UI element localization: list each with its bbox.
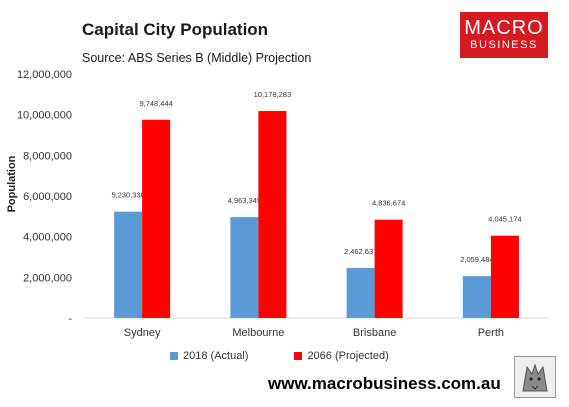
logo-line-macro: MACRO [464, 17, 544, 39]
legend-label-2066: 2066 (Projected) [307, 350, 389, 362]
y-tick-label: 2,000,000 [23, 272, 72, 284]
y-tick-label: 8,000,000 [23, 150, 72, 162]
data-label-2018: 2,462,637 [344, 247, 377, 256]
bar-2066 [142, 119, 171, 318]
bar-2018 [346, 267, 375, 318]
y-tick-label: 6,000,000 [23, 191, 72, 203]
bar-2018 [114, 211, 143, 318]
wolf-logo-icon [514, 356, 556, 398]
y-tick-label: 12,000,000 [17, 69, 72, 81]
x-tick-label: Sydney [124, 327, 161, 339]
x-tick-label: Perth [478, 327, 504, 339]
bar-2018 [230, 217, 259, 318]
data-label-2018: 4,963,349 [228, 196, 261, 205]
legend-item-2066: 2066 (Projected) [294, 350, 389, 362]
data-label-2066: 4,836,674 [372, 199, 405, 208]
legend-label-2018: 2018 (Actual) [183, 350, 249, 362]
chart-subtitle: Source: ABS Series B (Middle) Projection [82, 51, 312, 65]
y-tick-label: 10,000,000 [17, 110, 72, 122]
y-tick-label: 4,000,000 [23, 232, 72, 244]
data-label-2018: 2,059,484 [460, 255, 493, 264]
data-label-2066: 4,045,174 [488, 215, 521, 224]
data-label-2066: 10,178,283 [254, 90, 292, 99]
chart-title: Capital City Population [82, 20, 269, 39]
data-label-2066: 9,748,444 [139, 99, 172, 108]
bar-2018 [462, 276, 491, 318]
website-url: www.macrobusiness.com.au [268, 374, 501, 393]
x-tick-label: Brisbane [353, 327, 396, 339]
logo-line-business: BUSINESS [470, 39, 538, 51]
macrobusiness-logo: MACRO BUSINESS [460, 12, 548, 58]
bar-2066 [374, 219, 403, 318]
bar-2066 [258, 111, 287, 318]
x-tick-label: Melbourne [232, 327, 284, 339]
legend-swatch-2018 [170, 352, 178, 360]
y-tick-label: - [68, 313, 72, 325]
bar-2066 [490, 235, 519, 318]
legend: 2018 (Actual) 2066 (Projected) [170, 350, 389, 362]
legend-swatch-2066 [294, 352, 303, 360]
data-label-2018: 5,230,330 [111, 191, 144, 200]
legend-item-2018: 2018 (Actual) [170, 350, 248, 362]
